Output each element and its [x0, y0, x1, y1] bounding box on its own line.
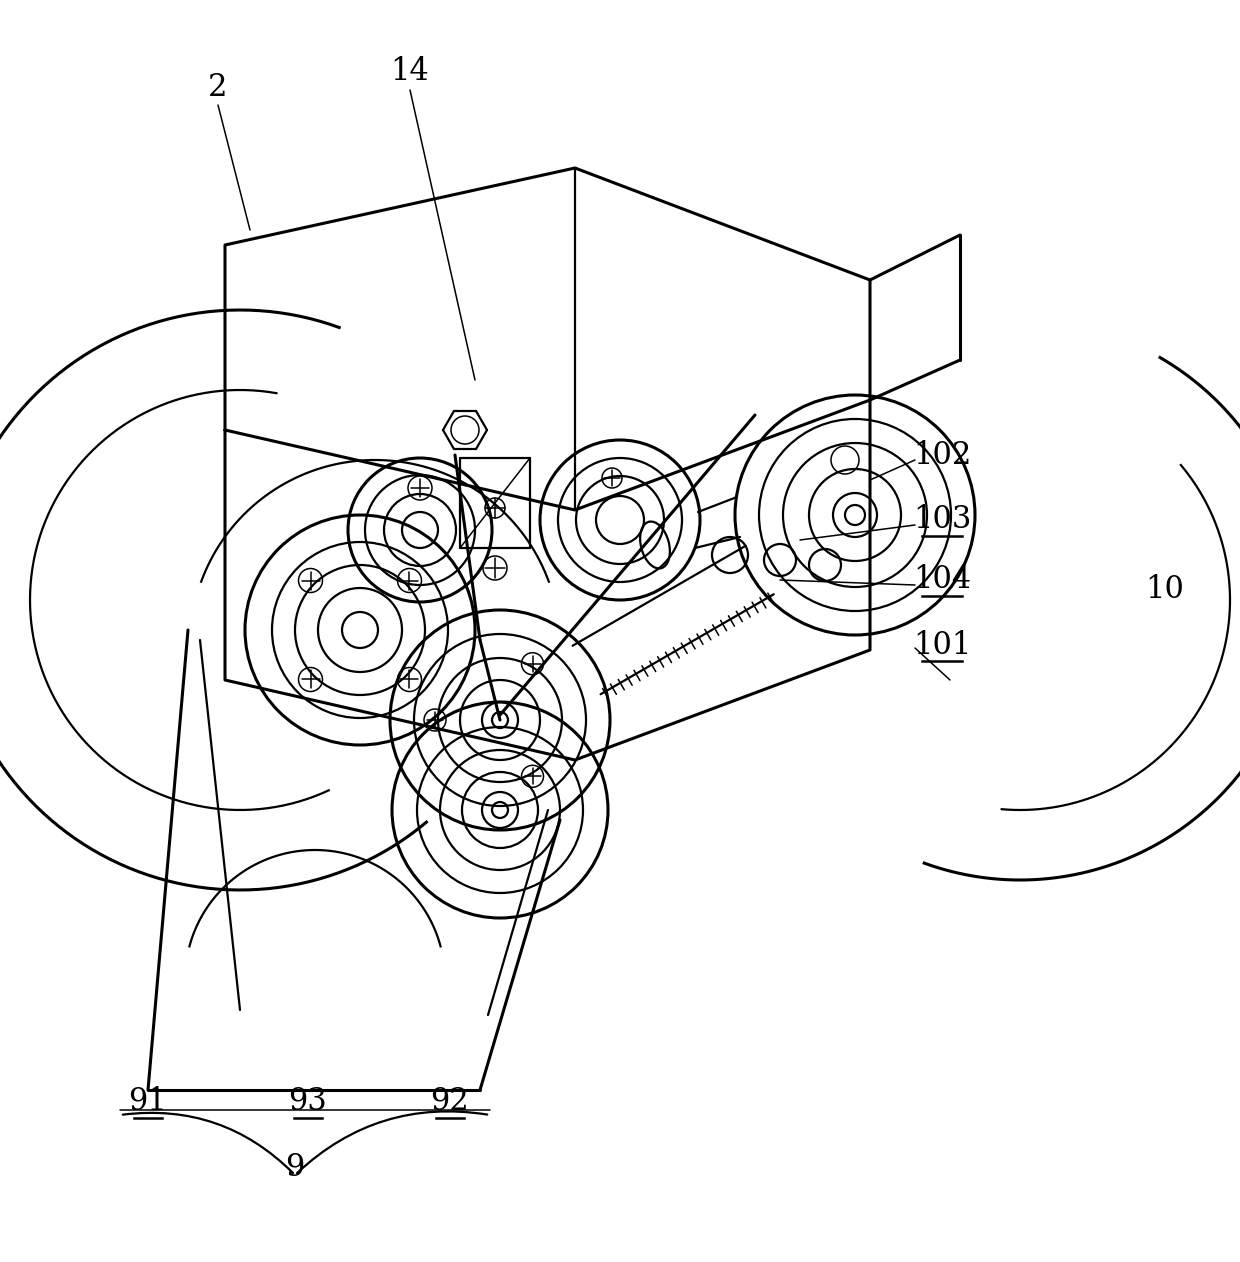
- Text: 92: 92: [430, 1087, 470, 1117]
- Text: 14: 14: [391, 57, 429, 87]
- Text: 10: 10: [1146, 574, 1184, 606]
- Text: 103: 103: [913, 505, 971, 535]
- Text: 2: 2: [208, 72, 228, 103]
- Text: 9: 9: [285, 1152, 305, 1184]
- Text: 102: 102: [913, 439, 971, 471]
- Text: 101: 101: [913, 630, 971, 660]
- Text: 91: 91: [129, 1087, 167, 1117]
- Text: 104: 104: [913, 564, 971, 596]
- Text: 93: 93: [289, 1087, 327, 1117]
